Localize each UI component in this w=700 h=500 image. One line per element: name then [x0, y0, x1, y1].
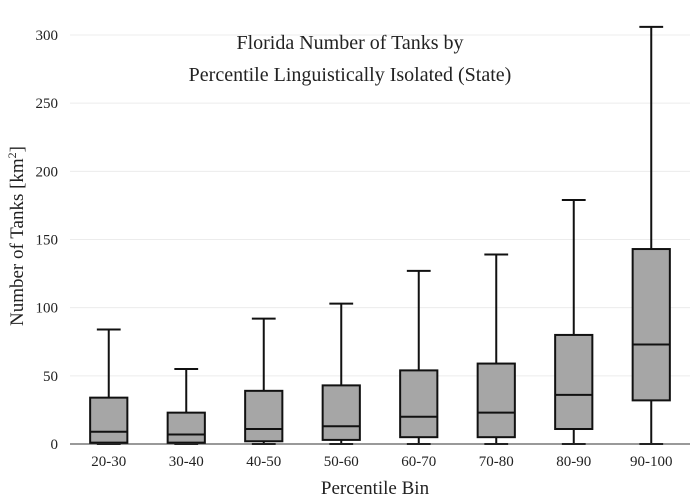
y-axis-title-superscript: 2	[5, 152, 19, 158]
x-tick-label: 70-80	[479, 454, 514, 470]
x-axis-title: Percentile Bin	[321, 478, 430, 499]
box-body	[399, 369, 439, 439]
box-80-90	[554, 198, 594, 445]
y-tick-label: 250	[36, 96, 59, 112]
x-tick-label: 40-50	[246, 454, 281, 470]
box-body	[89, 396, 129, 444]
y-tick-labels: 0 50 100 150 200 250 300	[36, 28, 59, 453]
box-90-100	[631, 25, 671, 445]
y-axis-title-main: Number of Tanks [km	[7, 158, 28, 326]
x-tick-label: 90-100	[630, 454, 673, 470]
box-30-40	[166, 368, 206, 445]
box-20-30	[89, 328, 129, 445]
chart-title-line-2: Percentile Linguistically Isolated (Stat…	[189, 64, 512, 86]
box-60-70	[399, 269, 439, 445]
box-body	[631, 248, 671, 402]
y-axis-title-close: ]	[7, 146, 28, 152]
box-body	[476, 362, 516, 439]
box-body	[321, 384, 361, 441]
x-tick-label: 50-60	[324, 454, 359, 470]
y-tick-label: 150	[36, 233, 59, 249]
box-40-50	[244, 317, 284, 445]
chart-title-line-1: Florida Number of Tanks by	[236, 32, 463, 54]
box-70-80	[476, 253, 516, 445]
x-tick-labels: 20-30 30-40 40-50 50-60 60-70 70-80 80-90 90-10…	[91, 454, 672, 470]
x-tick-label: 30-40	[169, 454, 204, 470]
x-tick-label: 20-30	[91, 454, 126, 470]
y-tick-label: 50	[43, 369, 58, 385]
box-series	[89, 25, 671, 445]
y-tick-label: 200	[36, 164, 59, 180]
x-tick-label: 60-70	[401, 454, 436, 470]
box-body	[554, 333, 594, 431]
y-tick-label: 300	[36, 28, 59, 44]
y-axis-title: Number of Tanks [km2]	[5, 146, 28, 326]
grid-lines	[70, 34, 690, 377]
box-body	[166, 411, 206, 444]
y-tick-label: 0	[51, 437, 59, 453]
box-body	[244, 389, 284, 443]
box-50-60	[321, 302, 361, 445]
y-tick-label: 100	[36, 301, 59, 317]
x-tick-label: 80-90	[556, 454, 591, 470]
